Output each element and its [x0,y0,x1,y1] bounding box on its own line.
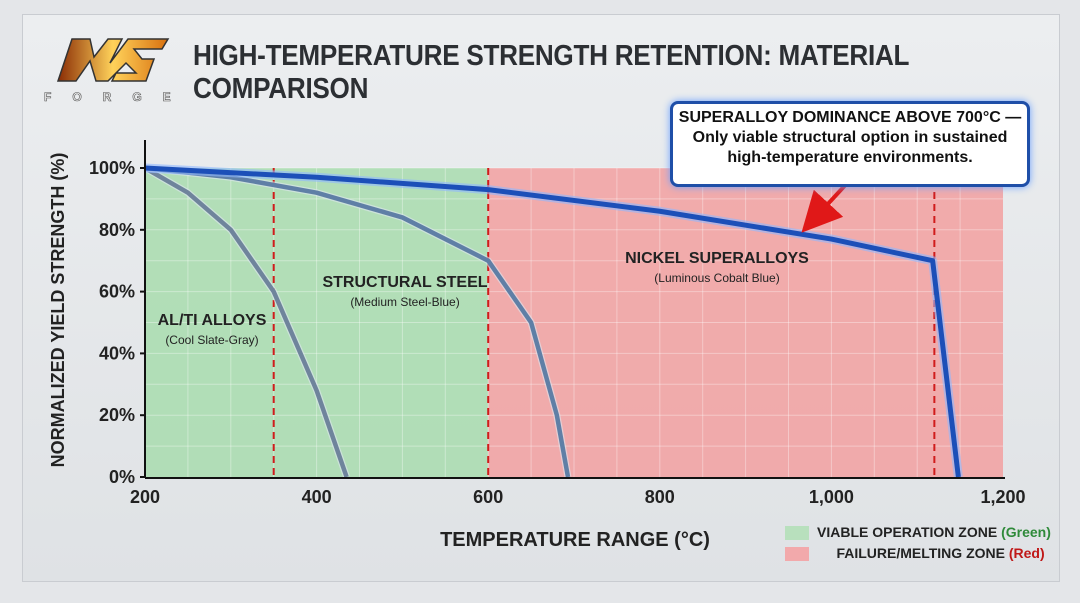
y-tick-label: 0% [109,467,135,487]
x-tick-label: 1,200 [980,487,1025,507]
series-line-2 [144,165,961,478]
legend-label: FAILURE/MELTING ZONE [836,545,1005,561]
y-tick-label: 20% [99,405,135,425]
mcs-logo [50,33,170,85]
x-tick-label: 600 [473,487,503,507]
legend-tag: (Green) [1001,524,1051,540]
zone-green [145,168,489,477]
legend-item-viable: VIABLE OPERATION ZONE (Green) [785,524,1051,541]
annotation-title: SUPERALLOY DOMINANCE ABOVE 700°C — [678,109,1022,126]
y-tick-label: 80% [99,220,135,240]
label-alti: AL/TI ALLOYS [158,312,267,329]
y-tick-label: 60% [99,282,135,302]
legend-tag: (Red) [1008,545,1045,561]
annotation-line-2: high-temperature environments. [727,149,973,166]
label-nickel: NICKEL SUPERALLOYS [625,250,809,267]
y-tick-label: 40% [99,343,135,363]
note-nickel: (Luminous Cobalt Blue) [654,271,779,285]
legend-swatch-green [785,526,809,541]
note-alti: (Cool Slate-Gray) [165,333,258,347]
x-tick-label: 400 [302,487,332,507]
annotation-callout: SUPERALLOY DOMINANCE ABOVE 700°C — Only … [670,101,1030,187]
label-steel: STRUCTURAL STEEL [322,274,487,291]
zone-red [488,168,1003,477]
x-axis-label: TEMPERATURE RANGE (°C) [440,529,710,551]
y-axis-label: NORMALIZED YIELD STRENGTH (%) [48,153,68,468]
x-tick-label: 200 [130,487,160,507]
x-tick-label: 1,000 [809,487,854,507]
legend-item-failure: FAILURE/MELTING ZONE (Red) [785,545,1045,562]
annotation-line-1: Only viable structural option in sustain… [692,129,1008,146]
y-tick-label: 100% [89,158,135,178]
series-line-0 [143,166,349,478]
legend-label: VIABLE OPERATION ZONE [817,524,998,540]
series-line-1 [144,165,571,478]
x-tick-label: 800 [645,487,675,507]
note-steel: (Medium Steel-Blue) [350,295,459,309]
chart-title: HIGH-TEMPERATURE STRENGTH RETENTION: MAT… [193,40,909,105]
logo-subtext: FORGE [44,90,192,105]
legend-swatch-red [785,547,809,562]
